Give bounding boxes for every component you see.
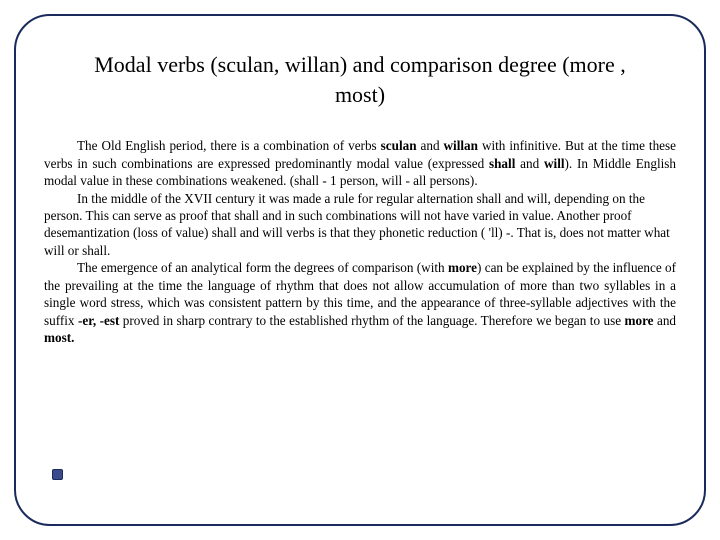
p1-bold-will: will [544, 156, 565, 171]
p3-bold-more1: more [448, 260, 477, 275]
paragraph-3: The emergence of an analytical form the … [44, 259, 676, 346]
p1-bold-willan: willan [444, 138, 478, 153]
paragraph-1: The Old English period, there is a combi… [44, 137, 676, 189]
p1-text-e: and [515, 156, 544, 171]
p3-text-a: The emergence of an analytical form the … [77, 260, 448, 275]
slide-title: Modal verbs (sculan, willan) and compari… [92, 50, 628, 109]
paragraph-2: In the middle of the XVII century it was… [44, 190, 676, 260]
p3-bold-most: most. [44, 330, 74, 345]
p1-text-c: and [417, 138, 444, 153]
p3-bold-more2: more [624, 313, 653, 328]
bullet-icon [52, 469, 63, 480]
body-text: The Old English period, there is a combi… [44, 137, 676, 346]
p3-text-d: and [654, 313, 676, 328]
p1-bold-shall: shall [489, 156, 515, 171]
p1-bold-sculan: sculan [381, 138, 417, 153]
slide-frame: Modal verbs (sculan, willan) and compari… [14, 14, 706, 526]
p3-text-c: proved in sharp contrary to the establis… [119, 313, 624, 328]
p1-text-a: The Old English period, there is a combi… [77, 138, 381, 153]
p3-bold-erest: -er, -est [78, 313, 119, 328]
